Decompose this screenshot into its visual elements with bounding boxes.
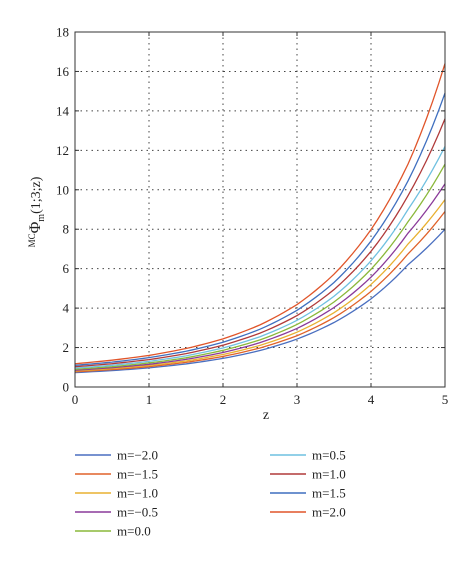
series-group xyxy=(74,63,446,374)
y-tick-label: 18 xyxy=(56,25,69,40)
legend-label: m=−1.5 xyxy=(117,467,158,482)
x-tick-label: 5 xyxy=(442,392,449,407)
y-tick-label: 8 xyxy=(63,222,70,237)
series-line-3 xyxy=(74,183,446,371)
series-line-2 xyxy=(74,199,446,372)
legend-label: m=−0.5 xyxy=(117,505,158,520)
y-axis-label: MCΦm(1;3;z) xyxy=(27,176,47,247)
x-tick-label: 4 xyxy=(368,392,375,407)
series-line-7 xyxy=(74,92,446,366)
y-tick-label: 16 xyxy=(56,64,70,79)
legend-label: m=−2.0 xyxy=(117,448,158,463)
series-line-6 xyxy=(74,118,446,368)
y-tick-label: 0 xyxy=(63,380,70,395)
y-tick-label: 10 xyxy=(56,182,69,197)
y-axis-label-sub: m xyxy=(36,214,47,222)
legend-label: m=0.0 xyxy=(117,524,151,539)
grid xyxy=(75,32,445,387)
x-tick-label: 1 xyxy=(146,392,153,407)
x-tick-label: 2 xyxy=(220,392,227,407)
legend-label: m=2.0 xyxy=(312,505,346,520)
svg-text:MCΦm(1;3;z): MCΦm(1;3;z) xyxy=(27,176,47,247)
y-axis-label-args: (1;3;z) xyxy=(29,176,44,214)
legend-label: m=1.5 xyxy=(312,486,346,501)
x-tick-label: 0 xyxy=(72,392,79,407)
series-line-4 xyxy=(74,163,446,370)
legend-label: m=−1.0 xyxy=(117,486,158,501)
series-line-0 xyxy=(74,228,446,374)
series-line-1 xyxy=(74,211,446,373)
x-axis-label: z xyxy=(263,408,269,423)
y-tick-label: 14 xyxy=(56,103,70,118)
y-tick-label: 6 xyxy=(63,261,70,276)
ticks xyxy=(74,31,446,388)
legend-label: m=0.5 xyxy=(312,448,346,463)
y-axis-label-main: Φ xyxy=(27,221,44,233)
y-axis-label-prefix: MC xyxy=(27,233,37,247)
plot-frame xyxy=(74,31,446,388)
y-tick-label: 12 xyxy=(56,143,69,158)
legend: m=−2.0 m=−1.5 m=−1.0 m=−0.5 m=0.0 m=0.5 m=1.0 m… xyxy=(75,448,346,539)
series-line-5 xyxy=(74,146,446,369)
y-tick-label: 4 xyxy=(63,301,70,316)
x-tick-label: 3 xyxy=(294,392,301,407)
y-tick-label: 2 xyxy=(63,340,70,355)
legend-label: m=1.0 xyxy=(312,467,346,482)
series-line-8 xyxy=(74,63,446,365)
